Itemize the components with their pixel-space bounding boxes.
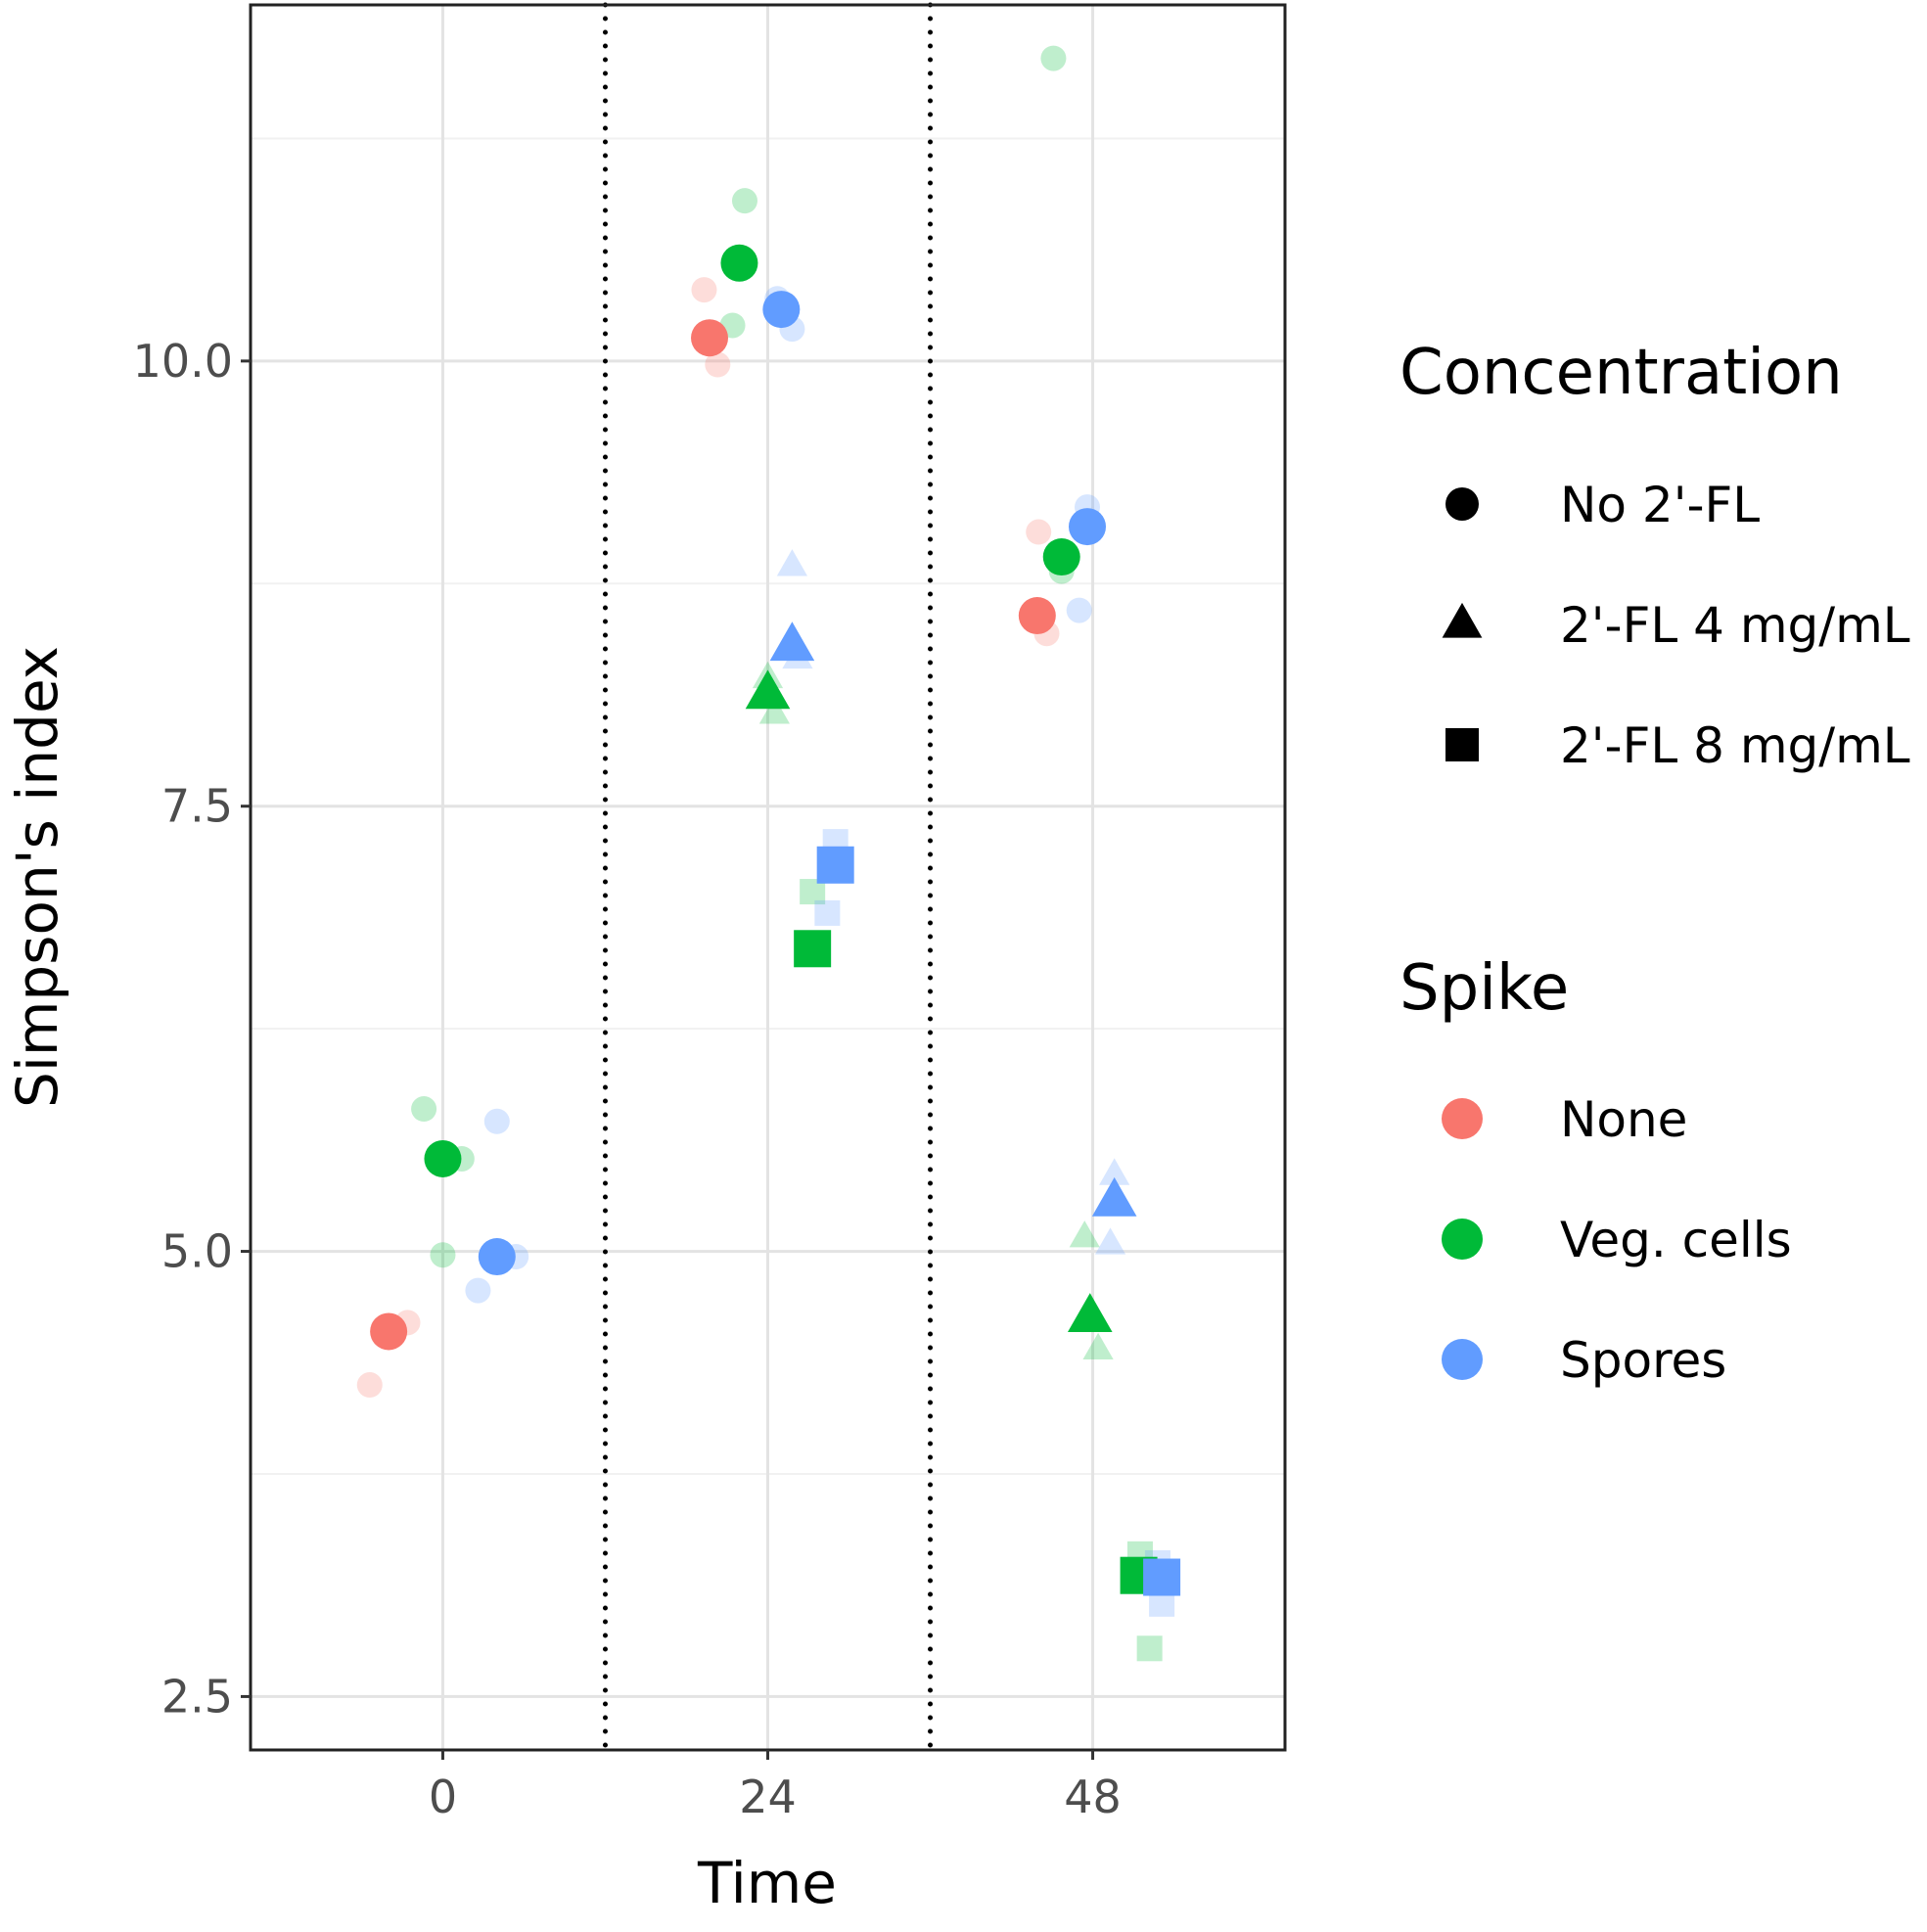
legend-key-color (1442, 1339, 1483, 1380)
replicate-point (465, 1277, 491, 1304)
mean-point (1042, 538, 1080, 576)
replicate-point (705, 351, 731, 378)
mean-point (1143, 1558, 1181, 1596)
legend-layer: Concentration No 2'-FL 2'-FL 4 mg/mL 2'-FL … (1399, 337, 1910, 1389)
replicate-point (1066, 597, 1092, 623)
legend-label: Spores (1560, 1332, 1726, 1389)
replicate-point (1094, 1227, 1126, 1255)
mean-point (816, 846, 854, 884)
legend-label: 2'-FL 4 mg/mL (1560, 597, 1910, 654)
replicate-point (1099, 1158, 1130, 1185)
y-tick-label: 10.0 (133, 335, 233, 388)
legend-key-triangle (1442, 602, 1483, 638)
legend-label: No 2'-FL (1560, 477, 1760, 533)
replicate-point (483, 1108, 510, 1134)
mean-point (370, 1312, 408, 1351)
legend-label: 2'-FL 8 mg/mL (1560, 717, 1910, 774)
replicate-point (758, 697, 791, 724)
mean-point (769, 621, 815, 662)
replicate-point (1040, 45, 1067, 71)
mean-point (1067, 1293, 1113, 1333)
mean-point (720, 244, 758, 282)
mean-point (1069, 508, 1107, 546)
mean-point (1091, 1176, 1137, 1217)
replicate-point (430, 1242, 456, 1268)
x-tick-label: 24 (739, 1771, 797, 1823)
x-axis-title: Time (697, 1850, 837, 1916)
replicate-point (691, 277, 717, 303)
x-tick-label: 48 (1064, 1771, 1122, 1823)
y-tick-label: 2.5 (161, 1670, 233, 1723)
axis-layer: 2.5 5.0 7.5 10.0 0 24 48 (133, 335, 1122, 1823)
legend-title: Spike (1399, 952, 1569, 1025)
replicate-point (1026, 519, 1052, 545)
y-axis-title: Simpson's index (4, 646, 70, 1108)
replicate-point (411, 1096, 437, 1123)
replicate-point (1082, 1332, 1114, 1360)
x-tick-label: 0 (429, 1771, 457, 1823)
mean-point (424, 1139, 462, 1177)
mean-point (691, 319, 729, 357)
mean-point (1018, 597, 1056, 635)
legend-label: Veg. cells (1560, 1212, 1792, 1268)
y-tick-label: 5.0 (161, 1225, 233, 1278)
mean-point (794, 930, 832, 968)
mean-point (478, 1238, 516, 1276)
replicate-point (1069, 1220, 1100, 1248)
grid-layer (251, 5, 1285, 1750)
legend-title: Concentration (1399, 337, 1843, 409)
replicate-point (776, 549, 808, 576)
mean-point (762, 291, 801, 329)
replicate-point (356, 1372, 383, 1399)
replicate-point (1136, 1635, 1163, 1662)
legend-key-color (1442, 1098, 1483, 1139)
legend-key-color (1442, 1219, 1483, 1260)
mean-point (745, 669, 791, 710)
legend-key-square (1445, 728, 1479, 761)
points-layer (356, 45, 1181, 1662)
replicate-point (731, 188, 757, 214)
separator-layer (602, 2, 934, 1753)
legend-key-circle (1445, 487, 1479, 521)
legend-label: None (1560, 1091, 1687, 1148)
replicate-point (814, 899, 841, 926)
y-tick-label: 7.5 (161, 780, 233, 833)
